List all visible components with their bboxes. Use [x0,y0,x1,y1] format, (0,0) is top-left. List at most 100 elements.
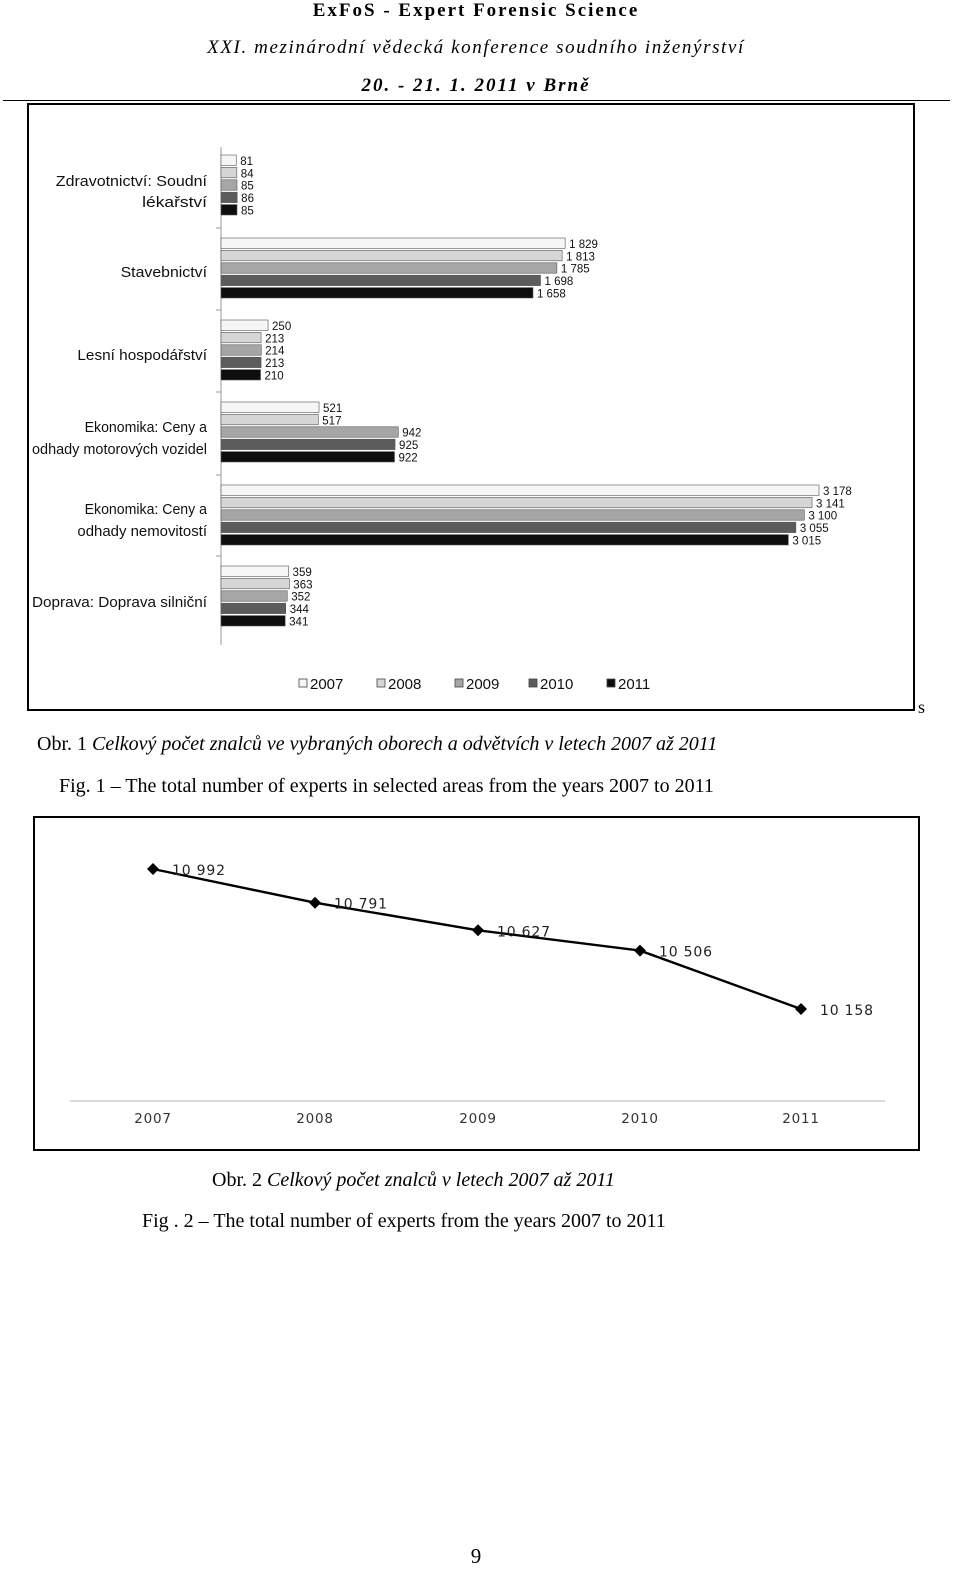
data-label: 3 015 [792,536,821,548]
line-chart-svg: 10 992 10 791 10 627 10 506 10 158 2007 2008 20… [70,863,885,1127]
bar [220,179,238,191]
category-group: Ekonomika: Ceny a odhady nemovitostí 3 178… [77,484,852,548]
data-label: 85 [241,206,254,218]
category-label: Lesní hospodářství [77,347,207,364]
legend-label: 2011 [618,676,650,693]
data-label: 10 158 [820,1003,874,1019]
figure1-caption-en: Fig. 1 – The total number of experts in … [59,775,714,797]
legend-item: 2010 [528,676,573,693]
bar [220,565,289,577]
x-tick-label: 2009 [459,1111,497,1127]
data-label: 942 [402,428,421,440]
bar [220,509,805,521]
header-title: ExFoS - Expert Forensic Science [312,0,640,21]
bar [220,287,534,299]
data-label: 213 [265,358,284,370]
data-label: 210 [265,371,284,383]
figure2-caption-cz: Obr. 2 Celkový počet znalců v letech 200… [212,1169,615,1192]
figure1-caption-prefix: Obr. 1 [37,733,87,755]
bar [220,615,286,627]
data-label: 3 055 [800,523,829,535]
data-point [472,924,484,937]
data-label: 922 [398,453,417,465]
bar [220,319,269,331]
legend-item: 2009 [454,676,499,693]
data-label: 359 [293,567,312,579]
bar [220,521,797,533]
x-tick-label: 2011 [782,1111,820,1127]
bar [220,484,820,496]
bar [220,204,238,216]
data-label: 341 [289,617,308,629]
category-label: odhady nemovitostí [77,523,207,540]
data-point [309,896,321,909]
bar [220,602,287,614]
bar [220,534,789,546]
category-group: Ekonomika: Ceny a odhady motorových vozid… [32,401,421,465]
legend-swatch [528,678,538,688]
legend-label: 2008 [388,676,421,693]
category-label: Stavebnictví [121,264,208,281]
data-label: 84 [241,168,254,180]
data-label: 250 [272,321,291,333]
legend-label: 2009 [466,676,499,693]
figure1-caption-text: Celkový počet znalců ve vybraných oborec… [92,733,718,755]
bar [220,451,395,463]
bar [220,154,237,166]
x-tick-label: 2010 [621,1111,659,1127]
bar [220,191,238,203]
data-label: 1 785 [561,264,590,276]
data-label: 1 829 [569,239,598,251]
data-label: 1 813 [566,251,595,263]
legend-swatch [298,678,308,688]
x-tick-label: 2007 [134,1111,172,1127]
category-label: Ekonomika: Ceny a [85,419,208,436]
data-label: 85 [241,181,254,193]
data-label: 3 100 [808,511,837,523]
data-label: 1 698 [545,276,574,288]
category-label: Zdravotnictví: Soudní [56,173,208,190]
bar-chart-svg: Zdravotnictví: Soudnílékařství8184858685… [32,147,852,693]
data-label: 344 [290,604,310,616]
header-rule [3,100,950,101]
bar [220,356,262,368]
legend-swatch [606,678,616,688]
bar [220,167,238,179]
data-label: 10 992 [172,863,226,879]
bar [220,262,558,274]
header-date: 20. - 21. 1. 2011 v Brně [361,75,591,96]
data-label: 521 [323,403,342,415]
data-label: 517 [322,415,341,427]
category-label: Doprava: Doprava silniční [32,594,208,611]
data-label: 10 506 [659,945,713,961]
figure2-caption-en: Fig . 2 – The total number of experts fr… [142,1210,666,1232]
data-label: 214 [265,346,285,358]
legend-item: 2007 [298,676,343,693]
x-tick-label: 2008 [296,1111,334,1127]
figure2-caption-prefix: Obr. 2 [212,1169,262,1191]
stray-mark: s [918,697,926,717]
bar [220,578,290,590]
category-label: odhady motorových vozidel [32,441,207,458]
bar [220,344,262,356]
legend-label: 2007 [310,676,343,693]
category-label: Ekonomika: Ceny a [85,501,208,518]
category-label: lékařství [142,194,208,211]
figure2-chart: 10 992 10 791 10 627 10 506 10 158 2007 2008 20… [33,816,920,1151]
data-label: 86 [241,193,254,205]
bar [220,332,262,344]
data-label: 3 141 [816,498,845,510]
data-point [634,944,646,957]
bar [220,426,399,438]
data-label: 10 791 [334,897,388,913]
data-label: 10 627 [497,924,551,940]
bar [220,438,396,450]
bar [220,250,563,262]
data-label: 3 178 [823,486,852,498]
bar [220,274,541,286]
bar [220,369,261,381]
